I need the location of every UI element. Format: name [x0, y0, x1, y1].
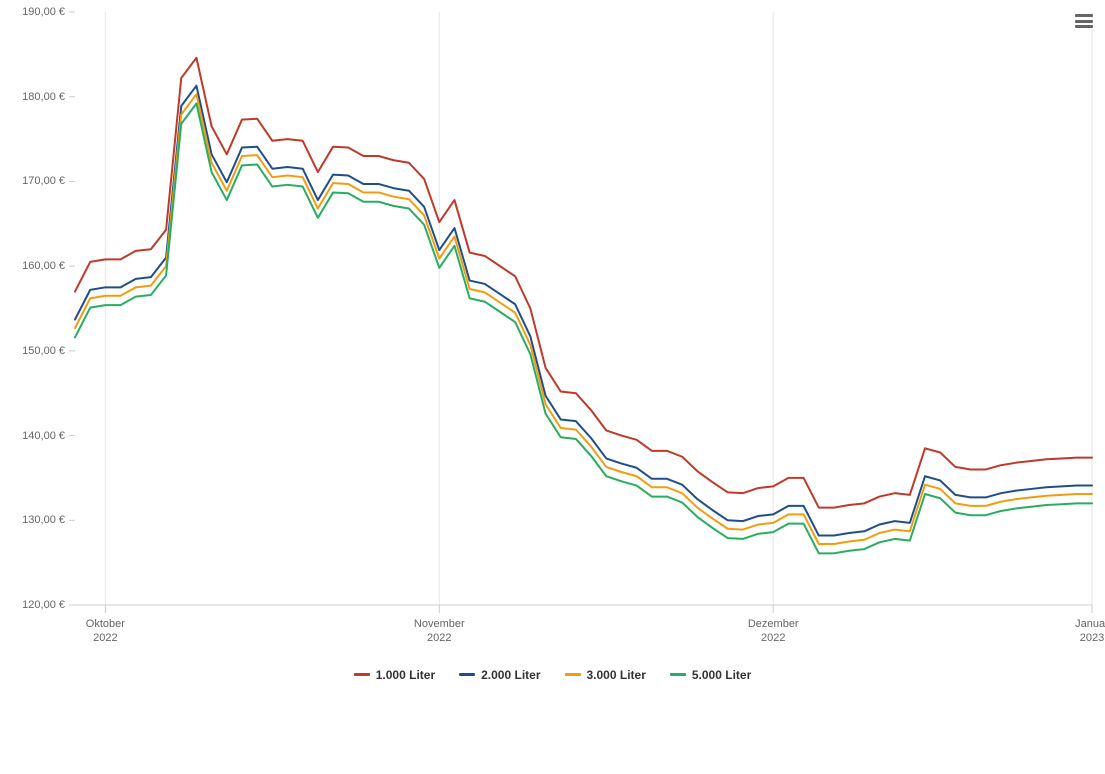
y-tick-label: 120,00 € [22, 599, 65, 611]
legend-item[interactable]: 3.000 Liter [565, 668, 646, 682]
y-tick-label: 130,00 € [22, 514, 65, 526]
legend-label: 3.000 Liter [587, 668, 646, 682]
legend-swatch [354, 673, 370, 676]
price-line-chart: 120,00 € 130,00 € 140,00 € 150,00 € 160,00 €… [0, 0, 1105, 774]
legend-label: 1.000 Liter [376, 668, 435, 682]
y-tick-label: 190,00 € [22, 6, 65, 18]
x-tick-label: Januar2023 [1075, 617, 1105, 646]
legend-item[interactable]: 1.000 Liter [354, 668, 435, 682]
legend-item[interactable]: 5.000 Liter [670, 668, 751, 682]
legend-label: 5.000 Liter [692, 668, 751, 682]
legend-swatch [565, 673, 581, 676]
y-tick-label: 180,00 € [22, 91, 65, 103]
legend-label: 2.000 Liter [481, 668, 540, 682]
x-tick-label: Oktober2022 [86, 617, 125, 646]
legend-swatch [459, 673, 475, 676]
legend-swatch [670, 673, 686, 676]
y-tick-label: 160,00 € [22, 260, 65, 272]
x-tick-label: Dezember2022 [748, 617, 799, 646]
chart-legend: 1.000 Liter 2.000 Liter 3.000 Liter 5.000 L… [0, 665, 1105, 682]
legend-item[interactable]: 2.000 Liter [459, 668, 540, 682]
y-tick-label: 140,00 € [22, 430, 65, 442]
chart-plot-area [0, 0, 1105, 774]
y-tick-label: 170,00 € [22, 175, 65, 187]
y-tick-label: 150,00 € [22, 345, 65, 357]
chart-menu-icon[interactable] [1075, 14, 1093, 28]
x-tick-label: November2022 [414, 617, 465, 646]
